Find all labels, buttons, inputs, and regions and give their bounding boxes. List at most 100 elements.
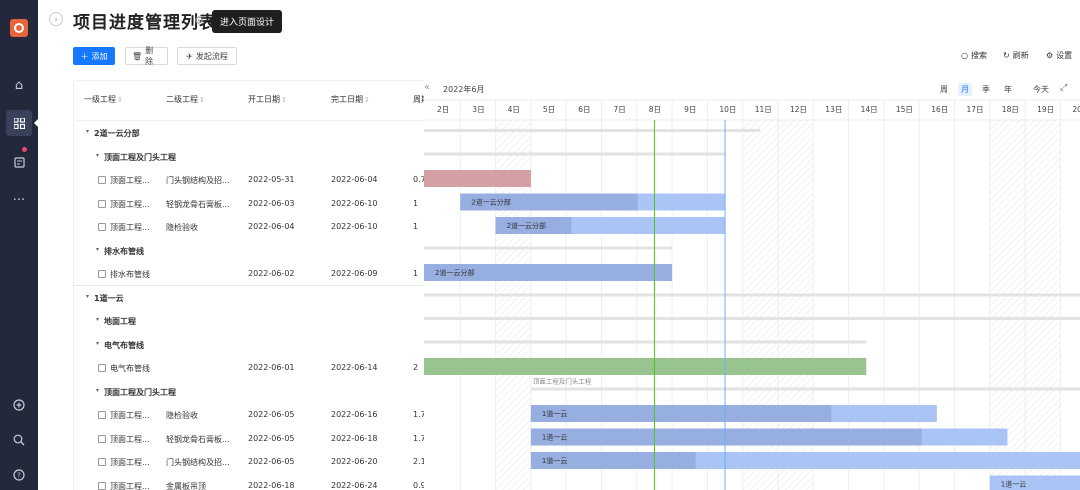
home-icon[interactable]: ⌂ — [14, 77, 24, 93]
group-row[interactable]: ▾ 排水布管线 — [74, 239, 424, 262]
summary-bar-label: 顶面工程及门头工程 — [533, 377, 592, 386]
column-header[interactable]: 一级工程⇕ — [84, 95, 123, 104]
settings-button[interactable]: ⚙ 设置 — [1046, 50, 1072, 61]
table-row[interactable]: 排水布管线 2022-06-02 2022-06-09 1 — [74, 262, 424, 285]
cell-cycle: 2.1 — [413, 457, 424, 466]
expand-caret-icon[interactable]: ▾ — [96, 151, 100, 159]
zoom-option[interactable]: 年 — [1004, 85, 1012, 94]
zoom-option[interactable]: 月 — [958, 83, 972, 96]
expand-caret-icon[interactable]: ▾ — [96, 316, 100, 323]
row-checkbox[interactable] — [98, 481, 106, 490]
summary-bar — [424, 152, 726, 156]
document-icon[interactable] — [9, 152, 29, 172]
cell-level1: 顶面工程... — [110, 411, 150, 420]
task-bar[interactable] — [424, 170, 531, 187]
app-logo[interactable] — [10, 19, 28, 37]
search-icon[interactable] — [9, 430, 29, 450]
cell-end-date: 2022-06-14 — [331, 363, 378, 372]
day-tick-label: 3日 — [472, 105, 484, 114]
cell-cycle: 1.7 — [413, 433, 424, 443]
active-nav-marker — [34, 118, 39, 128]
fullscreen-icon[interactable]: ⤢ — [1060, 83, 1068, 93]
summary-bar — [424, 246, 673, 250]
cell-cycle: 1 — [413, 198, 419, 208]
table-row[interactable]: 电气布管线 2022-06-01 2022-06-14 2 — [74, 356, 424, 379]
cell-level1: 顶面工程... — [110, 223, 150, 232]
cell-level1: 排水布管线 — [110, 270, 150, 279]
column-header[interactable]: 周期 — [413, 95, 424, 104]
row-checkbox[interactable] — [98, 364, 106, 372]
help-icon[interactable]: ? — [9, 465, 29, 485]
search-button[interactable]: ○ 搜索 — [961, 50, 987, 61]
row-checkbox[interactable] — [98, 434, 106, 443]
cell-cycle: 2 — [413, 363, 419, 372]
start-process-button[interactable]: ✈ 发起流程 — [177, 47, 237, 65]
group-row[interactable]: ▾ 1道一云 — [74, 286, 424, 309]
table-row[interactable]: 顶面工程... 隐检验收 2022-06-04 2022-06-10 1 — [74, 215, 424, 238]
cell-start-date: 2022-06-04 — [248, 222, 295, 231]
search-small-icon: ○ — [961, 51, 968, 60]
group-row[interactable]: ▾ 顶面工程及门头工程 — [74, 380, 424, 403]
refresh-button[interactable]: ↻ 刷新 — [1003, 50, 1029, 61]
row-checkbox[interactable] — [98, 458, 106, 466]
expand-caret-icon[interactable]: ▾ — [96, 245, 100, 253]
row-checkbox[interactable] — [98, 199, 106, 208]
cell-level2: 轻钢龙骨石膏板... — [166, 199, 230, 209]
table-row[interactable]: 顶面工程... 门头钢结构及招... 2022-06-05 2022-06-20 2.1 — [74, 450, 424, 473]
group-row[interactable]: ▾ 地面工程 — [74, 309, 424, 332]
group-row[interactable]: ▾ 电气布管线 — [74, 333, 424, 356]
expand-caret-icon[interactable]: ▾ — [96, 386, 100, 394]
add-circle-icon[interactable] — [9, 395, 29, 415]
day-tick-label: 16日 — [931, 105, 948, 114]
table-row[interactable]: 顶面工程... 轻钢龙骨石膏板... 2022-06-05 2022-06-18 1.7 — [74, 427, 424, 450]
table-row[interactable]: 顶面工程... 轻钢龙骨石膏板... 2022-06-03 2022-06-10 1 — [74, 192, 424, 215]
gantt-month-label: 2022年6月 — [443, 85, 485, 94]
task-bar-label: 1道一云 — [1001, 480, 1026, 489]
apps-grid-icon[interactable] — [6, 110, 32, 136]
table-row[interactable]: 顶面工程... 门头钢结构及招... 2022-05-31 2022-06-04 0.7 — [74, 168, 424, 191]
add-button-label: 添加 — [91, 51, 108, 61]
group-label: 顶面工程及门头工程 — [104, 387, 176, 397]
cell-start-date: 2022-05-31 — [248, 175, 295, 184]
row-checkbox[interactable] — [98, 411, 106, 419]
day-tick-label: 9日 — [684, 105, 696, 114]
row-checkbox[interactable] — [98, 176, 106, 184]
task-bar[interactable] — [424, 358, 867, 375]
weekend-column — [989, 120, 1026, 490]
cell-level1: 顶面工程... — [110, 481, 150, 490]
column-header[interactable]: 完工日期⇕ — [331, 95, 370, 104]
gantt-prev-icon[interactable]: « — [424, 82, 431, 93]
table-row[interactable]: 顶面工程... 金属板吊顶 2022-06-18 2022-06-24 0.9 — [74, 474, 424, 490]
column-header[interactable]: 二级工程⇕ — [166, 95, 205, 104]
table-row[interactable]: 顶面工程... 隐检验收 2022-06-05 2022-06-16 1.7 — [74, 403, 424, 426]
column-header[interactable]: 开工日期⇕ — [248, 95, 287, 104]
row-checkbox[interactable] — [98, 223, 106, 231]
more-icon[interactable]: ··· — [12, 192, 26, 208]
gear-icon[interactable]: ⚙ — [194, 14, 204, 27]
summary-bar — [424, 340, 867, 344]
zoom-option[interactable]: 周 — [940, 85, 948, 94]
cell-start-date: 2022-06-05 — [248, 433, 295, 443]
page-title: 项目进度管理列表 — [73, 13, 217, 33]
row-checkbox[interactable] — [98, 270, 106, 278]
zoom-option[interactable]: 今天 — [1033, 85, 1049, 94]
collapse-toggle-icon[interactable]: › — [49, 12, 63, 26]
expand-caret-icon[interactable]: ▾ — [86, 128, 90, 135]
expand-caret-icon[interactable]: ▾ — [96, 339, 100, 347]
search-label: 搜索 — [970, 51, 987, 60]
group-row[interactable]: ▾ 2道一云分部 — [74, 121, 424, 144]
add-button[interactable]: ＋添加 — [73, 47, 115, 65]
task-table: 一级工程⇕ 二级工程⇕ 开工日期⇕ 完工日期⇕ 周期 ▾ 2道一云分部 ▾ 顶面工程及… — [73, 80, 424, 490]
day-tick-label: 18日 — [1002, 105, 1019, 114]
zoom-option[interactable]: 季 — [982, 85, 990, 94]
task-bar-label: 2道一云分部 — [435, 268, 474, 277]
group-row[interactable]: ▾ 顶面工程及门头工程 — [74, 145, 424, 168]
task-bar[interactable] — [989, 475, 1080, 490]
expand-caret-icon[interactable]: ▾ — [86, 292, 90, 300]
delete-button[interactable]: 🗑 删除 — [125, 46, 168, 66]
task-bar[interactable] — [424, 264, 673, 281]
summary-bar — [530, 387, 1080, 391]
start-process-label: 发起流程 — [195, 51, 228, 61]
send-icon: ✈ — [186, 51, 193, 61]
delete-button-label: 删除 — [145, 46, 154, 66]
